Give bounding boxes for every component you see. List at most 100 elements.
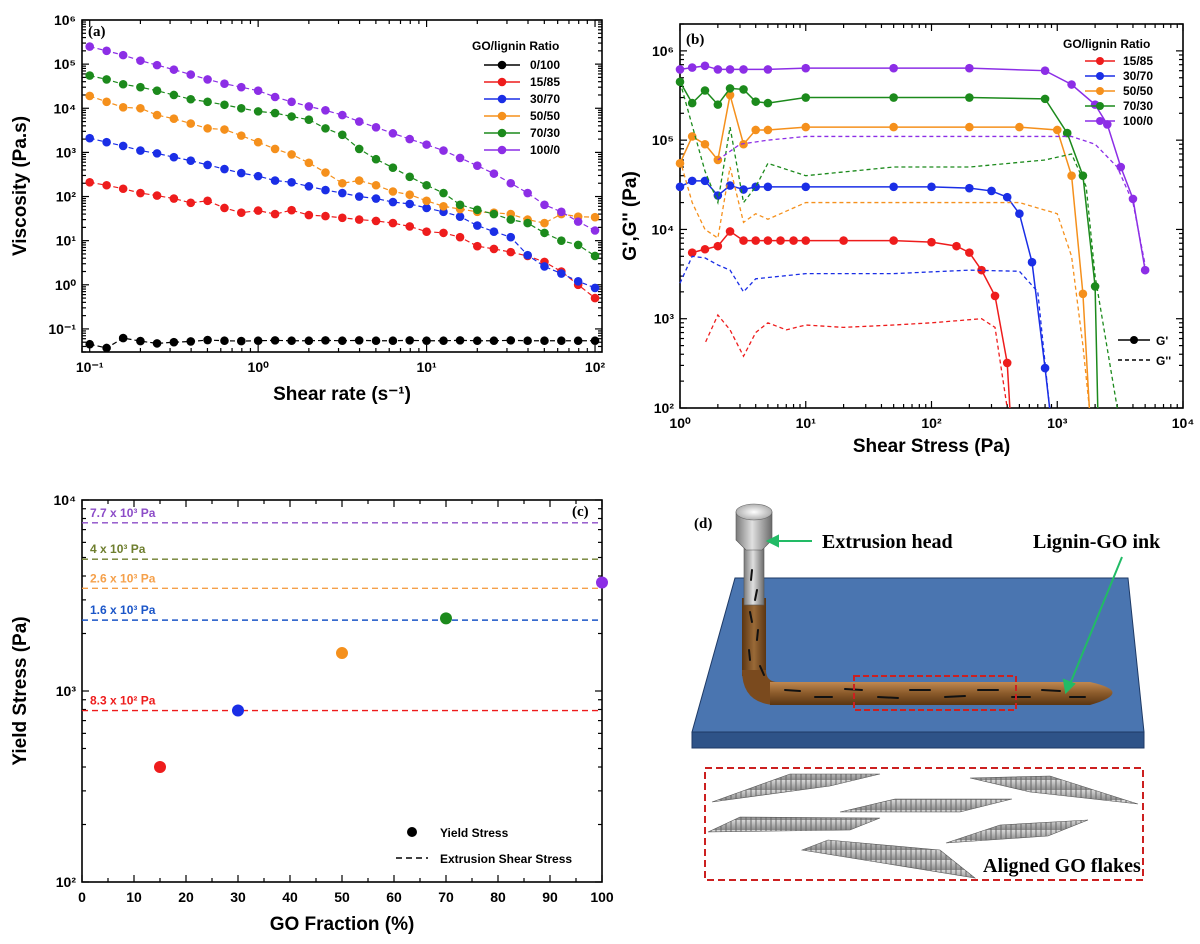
data-point (236, 131, 246, 140)
data-point (889, 122, 898, 132)
data-point (763, 125, 773, 135)
data-point (304, 102, 314, 111)
data-point (540, 228, 549, 238)
extrusion-stress-label: 8.3 x 10² Pa (90, 694, 156, 708)
data-point (987, 186, 996, 196)
style-legend-label: G' (1156, 334, 1168, 348)
data-point (422, 196, 431, 206)
substrate-front (691, 731, 1145, 749)
legend-marker (1096, 102, 1104, 110)
data-point (236, 103, 246, 113)
y-tick-label: 10¹ (56, 233, 77, 249)
data-point (523, 218, 532, 228)
nozzle-tube (743, 544, 765, 606)
data-point (965, 122, 974, 132)
data-point (489, 244, 499, 254)
data-point (371, 180, 381, 190)
legend-entry: Yield Stress (440, 826, 509, 840)
plot-frame (81, 499, 603, 883)
data-point (136, 56, 145, 65)
data-point (889, 63, 898, 73)
data-point (540, 262, 549, 271)
data-point (85, 91, 95, 101)
data-point (186, 119, 196, 128)
data-point (371, 194, 381, 203)
panel-d-label: (d) (694, 516, 712, 532)
data-point (557, 207, 566, 217)
y-tick-label: 10³ (654, 311, 675, 327)
data-point (472, 221, 482, 230)
legend-entry: 30/70 (530, 92, 560, 106)
data-point (455, 200, 465, 210)
data-point (321, 124, 330, 133)
data-point (354, 144, 364, 154)
data-point (220, 336, 229, 346)
data-point (590, 226, 600, 235)
yield-stress-point (440, 612, 452, 625)
extrusion-stress-label: 2.6 x 10³ Pa (90, 571, 156, 585)
data-point (152, 60, 162, 70)
legend-entry: 100/0 (530, 143, 560, 157)
data-point (287, 336, 296, 346)
data-point (371, 336, 381, 346)
data-point (439, 228, 448, 238)
data-point (169, 337, 179, 347)
data-point (700, 86, 710, 95)
x-tick-label: 10⁰ (669, 415, 691, 431)
data-point (169, 152, 179, 162)
style-legend-marker (1130, 336, 1138, 344)
data-point (523, 250, 532, 260)
data-point (439, 202, 448, 211)
data-point (371, 154, 381, 164)
x-tick-label: 10⁰ (248, 359, 270, 375)
data-point (557, 269, 566, 278)
data-point (270, 209, 280, 219)
data-point (472, 205, 482, 215)
data-point (700, 61, 710, 71)
data-point (713, 100, 723, 109)
data-point (675, 159, 685, 168)
legend-marker (1096, 57, 1104, 65)
data-point (1067, 171, 1076, 180)
data-point (338, 178, 347, 188)
data-point (489, 169, 499, 178)
data-point (220, 203, 229, 213)
data-point (321, 336, 330, 345)
data-point (220, 164, 229, 174)
series-line-30/70 (89, 137, 596, 289)
data-point (304, 158, 314, 168)
data-point (801, 93, 811, 102)
data-point (338, 110, 347, 120)
data-point (186, 198, 196, 208)
data-point (136, 188, 145, 198)
data-point (287, 178, 296, 187)
y-tick-label: 10³ (56, 683, 77, 699)
data-point (713, 65, 723, 74)
data-point (304, 336, 314, 346)
data-point (304, 182, 314, 191)
data-point (439, 146, 448, 155)
data-point (700, 244, 710, 254)
data-point (687, 176, 697, 186)
panel-c-yield-stress-chart: 0 10 20 30 40 50 60 70 80 90 100 10² 10³ 10⁴ GO Fracti… (10, 492, 614, 935)
data-point (472, 336, 482, 346)
x-tick-label: 80 (490, 889, 506, 905)
data-point (725, 90, 735, 100)
g-double-prime-line-50/50 (679, 159, 1090, 409)
data-point (102, 180, 111, 190)
data-point (455, 153, 465, 163)
x-tick-label: 0 (78, 889, 86, 905)
data-point (506, 247, 516, 257)
x-tick-label: 10¹ (796, 415, 817, 431)
data-point (965, 183, 974, 193)
data-point (573, 240, 583, 250)
data-point (169, 114, 179, 124)
data-point (236, 208, 246, 218)
y-tick-label: 10⁻¹ (48, 321, 76, 337)
x-tick-label: 10 (126, 889, 142, 905)
ink-horizontal (770, 682, 1113, 705)
x-axis-title: Shear Stress (Pa) (853, 436, 1010, 457)
data-point (304, 210, 314, 220)
data-point (118, 50, 128, 60)
